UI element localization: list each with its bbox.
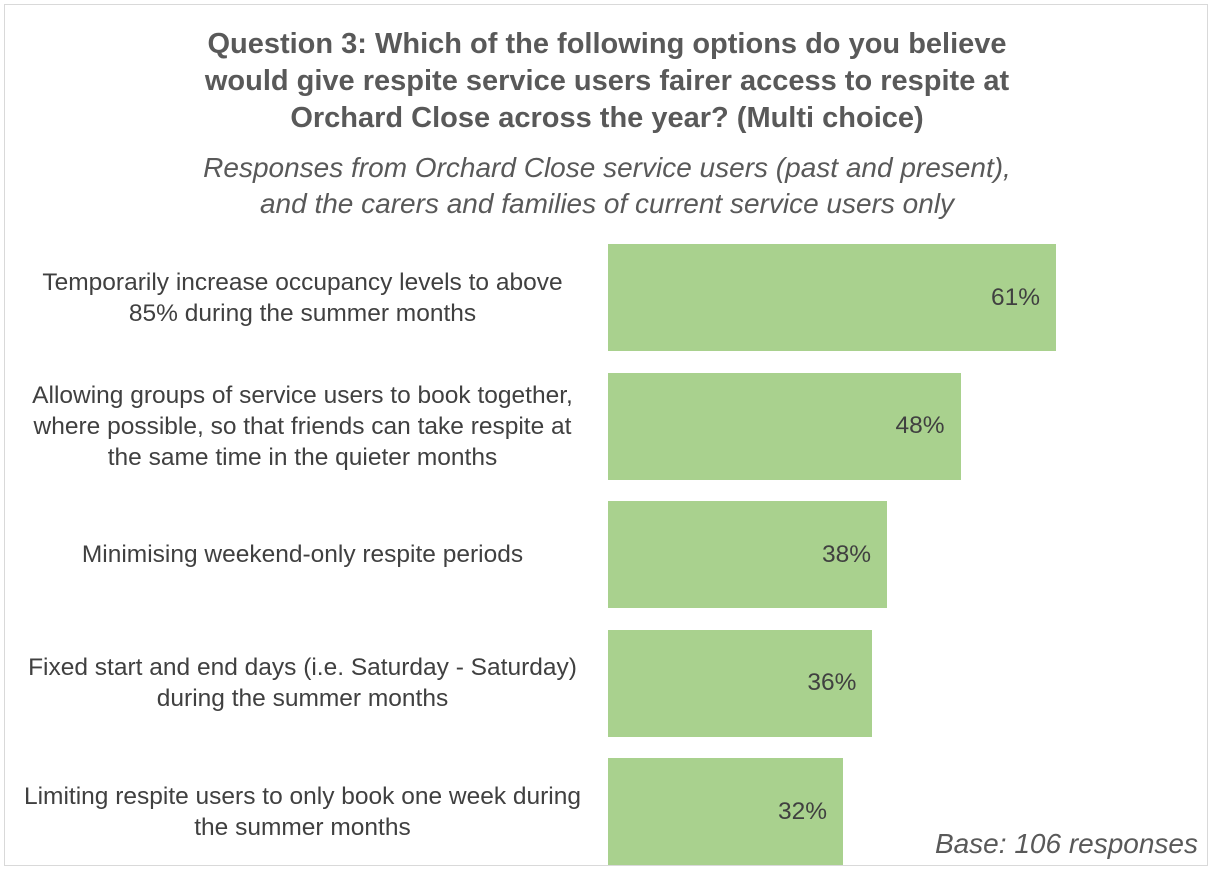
data-label-1: 61%	[990, 283, 1040, 311]
data-label-2: 48%	[895, 412, 945, 439]
chart-title: Question 3: Which of the following optio…	[204, 28, 1010, 134]
data-label-3: 38%	[822, 540, 872, 568]
bar-4	[608, 629, 873, 737]
bar-3	[608, 501, 888, 608]
data-label-5: 32%	[777, 797, 828, 825]
bar-2	[608, 372, 961, 480]
bar-1	[608, 244, 1056, 351]
data-label-4: 36%	[807, 669, 857, 696]
chart-subtitle: Responses from Orchard Close service use…	[203, 152, 1011, 219]
category-label-1: Temporarily increase occupancy levels to…	[42, 268, 563, 327]
chart-frame	[4, 4, 1208, 866]
category-label-5: Limiting respite users to only book one …	[23, 782, 581, 841]
category-label-4: Fixed start and end days (i.e. Saturday …	[28, 654, 577, 712]
category-label-2: Allowing groups of service users to book…	[32, 381, 573, 471]
bar-5	[608, 758, 844, 865]
category-label-3: Minimising weekend-only respite periods	[81, 541, 524, 568]
base-note: Base: 106 responses	[934, 828, 1198, 859]
